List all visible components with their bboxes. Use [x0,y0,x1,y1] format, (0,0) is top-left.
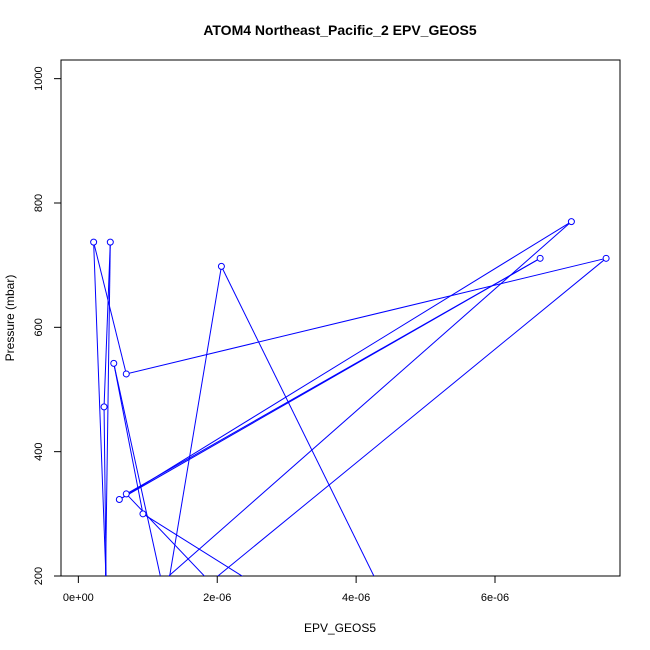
series-line-segment [113,363,144,514]
data-point [122,370,130,378]
data-point [602,254,610,262]
x-tick-label: 2e-06 [203,592,231,604]
series-line-segment [119,257,541,500]
chart-title: ATOM4 Northeast_Pacific_2 EPV_GEOS5 [203,22,477,38]
data-point [110,359,118,367]
y-tick-label: 800 [33,194,45,212]
data-point [567,218,575,226]
x-axis: 0e+00 2e-06 4e-06 6e-06 [63,575,509,604]
series-line-segment [126,257,607,375]
series-line-segment [217,257,607,576]
data-point [139,510,147,518]
plot-frame [60,59,621,577]
series-points [90,218,610,518]
y-axis: 200 400 600 800 1000 [33,66,62,585]
x-tick-label: 0e+00 [63,592,94,604]
plot-area [90,218,610,576]
y-axis-label: Pressure (mbar) [3,275,17,362]
y-tick-label: 400 [33,442,45,460]
x-axis-label: EPV_GEOS5 [304,621,376,635]
x-tick-label: 6e-06 [481,592,509,604]
data-point [217,262,225,270]
series-line-segment [220,266,375,576]
series-line-segment [105,242,111,576]
data-point [536,254,544,262]
series-line-segment [169,266,222,576]
data-point [90,238,98,246]
series-lines [93,221,607,576]
series-line-segment [119,221,572,500]
series-line-segment [93,242,107,576]
series-line-segment [103,242,111,407]
y-tick-label: 600 [33,318,45,336]
x-tick-label: 4e-06 [342,592,370,604]
series-line-segment [113,363,161,576]
series-line-segment [93,242,127,375]
series-line-segment [125,493,206,576]
y-tick-label: 200 [33,567,45,585]
data-point [106,238,114,246]
series-line-segment [103,406,107,576]
data-point [122,490,130,498]
data-point [100,403,108,411]
y-tick-label: 1000 [33,66,45,90]
series-line-segment [167,221,572,576]
series-line-segment [142,513,243,576]
data-point [115,496,123,504]
